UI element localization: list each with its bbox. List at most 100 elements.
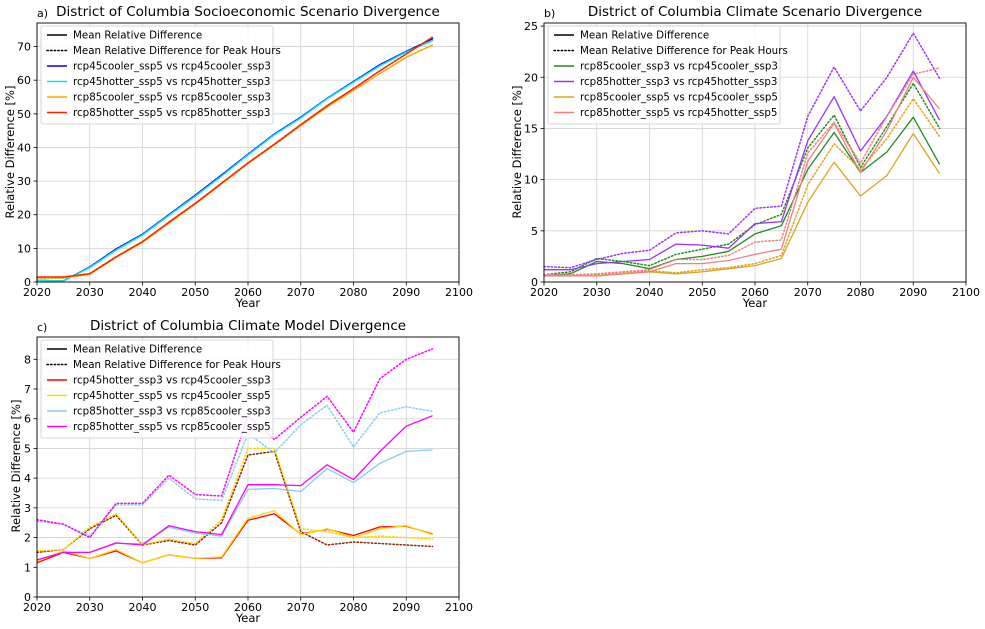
x-tick-label: 2030 [76, 601, 104, 614]
x-tick-label: 2070 [794, 286, 822, 299]
series-line [36, 39, 434, 282]
y-tick-label: 10 [17, 242, 31, 255]
plot-frame [36, 22, 460, 283]
legend-label: rcp45cooler_ssp5 vs rcp45cooler_ssp3 [73, 61, 271, 73]
chart-title: District of Columbia Climate Model Diver… [90, 318, 406, 334]
series-line [36, 415, 433, 561]
legend-label: rcp45hotter_ssp3 vs rcp45cooler_ssp3 [73, 375, 271, 387]
chart-title: District of Columbia Climate Scenario Di… [588, 4, 922, 20]
legend-label: rcp85hotter_ssp3 vs rcp85cooler_ssp3 [73, 406, 271, 418]
x-tick-label: 2020 [530, 286, 558, 299]
panel-label: b) [544, 7, 555, 20]
x-tick-label: 2090 [392, 286, 420, 299]
series-line [36, 513, 433, 564]
panel-c: c) District of Columbia Climate Model Di… [9, 318, 473, 625]
y-tick-label: 15 [524, 122, 538, 135]
series-line [543, 67, 941, 276]
y-tick-label: 5 [531, 225, 538, 238]
x-tick-label: 2040 [129, 601, 157, 614]
series-line [544, 132, 941, 277]
legend-label: rcp85hotter_ssp5 vs rcp85cooler_ssp5 [73, 421, 271, 433]
y-tick-label: 20 [17, 209, 31, 222]
legend-label: Mean Relative Difference [580, 30, 709, 42]
legend-label: rcp85cooler_ssp3 vs rcp45cooler_ssp3 [580, 61, 778, 73]
x-axis-label: Year [235, 611, 261, 625]
legend-label: rcp85cooler_ssp5 vs rcp45cooler_ssp5 [580, 92, 778, 104]
y-tick-label: 20 [524, 71, 538, 84]
y-tick-label: 60 [17, 74, 31, 87]
y-tick-label: 6 [24, 413, 31, 426]
series-line [544, 76, 941, 277]
plot-frame [543, 22, 967, 283]
y-axis-label: Relative Difference [%] [9, 400, 23, 533]
x-tick-label: 2100 [952, 286, 980, 299]
y-tick-label: 5 [24, 442, 31, 455]
x-tick-label: 2070 [287, 286, 315, 299]
y-tick-label: 2 [24, 532, 31, 545]
legend-label: rcp85cooler_ssp5 vs rcp85cooler_ssp3 [73, 92, 271, 104]
x-tick-label: 2020 [23, 286, 51, 299]
y-tick-label: 1 [24, 561, 31, 574]
y-axis-label: Relative Difference [%] [510, 86, 524, 219]
y-tick-label: 8 [24, 353, 31, 366]
y-tick-label: 3 [24, 502, 31, 515]
x-tick-label: 2040 [636, 286, 664, 299]
legend-label: Mean Relative Difference for Peak Hours [73, 359, 281, 371]
x-tick-label: 2050 [181, 286, 209, 299]
x-axis-label: Year [235, 296, 261, 310]
x-tick-label: 2050 [181, 601, 209, 614]
legend-label: Mean Relative Difference [73, 30, 202, 42]
y-tick-label: 30 [17, 175, 31, 188]
legend-label: rcp85hotter_ssp3 vs rcp45hotter_ssp3 [580, 76, 778, 88]
legend-label: rcp85hotter_ssp5 vs rcp45hotter_ssp5 [580, 107, 778, 119]
y-tick-label: 0 [24, 276, 31, 289]
legend-label: Mean Relative Difference for Peak Hours [580, 45, 788, 57]
x-tick-label: 2060 [234, 286, 262, 299]
x-tick-label: 2040 [129, 286, 157, 299]
legend-label: Mean Relative Difference [73, 344, 202, 356]
y-axis-label: Relative Difference [%] [3, 86, 17, 219]
y-tick-label: 4 [24, 472, 31, 485]
x-tick-label: 2080 [340, 286, 368, 299]
series-line [543, 82, 941, 276]
panel-label: a) [37, 7, 48, 20]
panel-label: c) [37, 321, 47, 334]
x-tick-label: 2100 [445, 286, 473, 299]
y-tick-label: 70 [17, 41, 31, 54]
legend-box [547, 25, 781, 125]
y-tick-label: 50 [17, 108, 31, 121]
x-tick-label: 2030 [583, 286, 611, 299]
y-tick-label: 0 [531, 276, 538, 289]
x-tick-label: 2090 [899, 286, 927, 299]
x-tick-label: 2080 [847, 286, 875, 299]
legend-box [40, 339, 274, 439]
series-line [544, 70, 941, 271]
series-line [36, 36, 434, 278]
plot-frame [36, 336, 460, 598]
x-tick-label: 2060 [741, 286, 769, 299]
series-line [36, 404, 434, 537]
x-tick-label: 2030 [76, 286, 104, 299]
legend-label: Mean Relative Difference for Peak Hours [73, 45, 281, 57]
legend-label: rcp45hotter_ssp5 vs rcp45hotter_ssp3 [73, 76, 271, 88]
series-line [36, 510, 433, 564]
y-tick-label: 40 [17, 141, 31, 154]
x-tick-label: 2070 [287, 601, 315, 614]
y-tick-label: 10 [524, 174, 538, 187]
series-line [543, 98, 941, 277]
y-tick-label: 0 [24, 591, 31, 604]
x-tick-label: 2020 [23, 601, 51, 614]
legend-label: rcp45hotter_ssp5 vs rcp45cooler_ssp5 [73, 390, 271, 402]
series-line [36, 450, 434, 554]
chart-title: District of Columbia Socioeconomic Scena… [56, 4, 440, 20]
series-line [36, 447, 434, 552]
x-tick-label: 2100 [445, 601, 473, 614]
x-tick-label: 2060 [234, 601, 262, 614]
series-line [36, 348, 434, 539]
y-tick-label: 25 [524, 20, 538, 33]
x-tick-label: 2090 [392, 601, 420, 614]
panel-b: b) District of Columbia Climate Scenario… [510, 4, 980, 310]
x-tick-label: 2050 [688, 286, 716, 299]
panel-a: a) District of Columbia Socioeconomic Sc… [3, 4, 473, 310]
